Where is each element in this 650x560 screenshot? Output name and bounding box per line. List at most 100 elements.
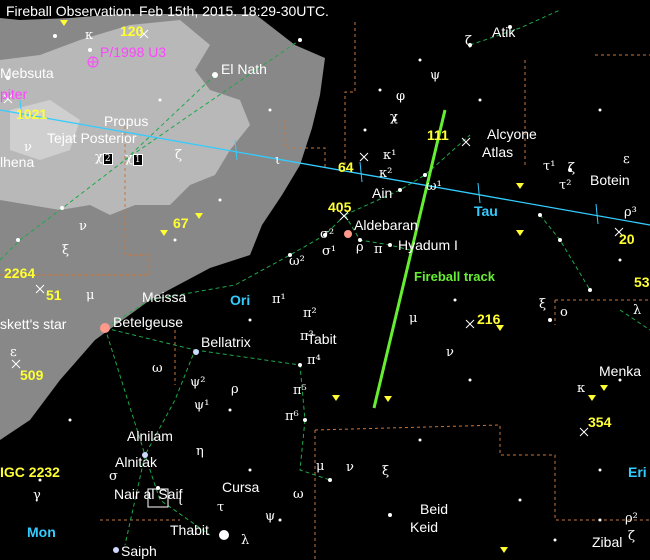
greek-tau2: τ² (559, 178, 572, 193)
object-120: 120 (120, 23, 144, 39)
star-atlas: Atlas (482, 144, 514, 160)
chart-title: Fireball Observation. Feb 15th, 2015. 18… (6, 3, 329, 19)
star-zibal: Zibal (592, 534, 623, 550)
object-ngc2232: IGC 2232 (0, 464, 60, 480)
star-nair-al-saif: Nair al Saif (114, 486, 183, 502)
greek-sigma1: σ¹ (322, 244, 337, 259)
star-hyadum-i: Hyadum I (398, 237, 458, 253)
greek-kappa-top: κ (85, 28, 94, 43)
greek-tau1: τ¹ (543, 159, 556, 174)
greek-pi2: π² (303, 306, 317, 321)
greek-kappa2: κ² (379, 166, 393, 181)
greek-nu-ori: ν (79, 219, 87, 234)
object-111: 111 (427, 127, 449, 143)
greek-xi-eri: ξ (382, 464, 390, 479)
greek-mu-ori: μ (86, 288, 95, 303)
greek-sigma2: σ² (320, 227, 335, 242)
planet-jupiter: piter (0, 86, 28, 102)
nebula-box (147, 488, 169, 508)
star-botein: Botein (590, 172, 630, 188)
greek-lambda-eri: λ (241, 533, 250, 548)
greek-rho3: ρ³ (624, 205, 637, 220)
object-20: 20 (619, 231, 635, 247)
constellation-eri: Eri (628, 464, 647, 480)
greek-phi: φ (396, 89, 406, 104)
greek-pi4: π⁴ (307, 353, 321, 368)
ecliptic-ticks (19, 99, 599, 225)
star-ain: Ain (372, 185, 393, 201)
greek-nu-tau: ν (446, 345, 454, 360)
greek-zeta-atik: ζ (465, 34, 473, 49)
greek-rho-ori: ρ (231, 382, 239, 397)
greek-rho2: ρ² (625, 511, 638, 526)
greek-nu-gem: ν (24, 140, 32, 155)
star-el-nath: El Nath (221, 61, 267, 77)
cluster-markers (60, 20, 608, 553)
greek-xi-ori: ξ (62, 243, 70, 258)
constellation-boundaries (0, 22, 650, 560)
greek-omega2: ω² (289, 254, 305, 269)
star-meissa: Meissa (142, 289, 187, 305)
constellation-tau: Tau (474, 203, 498, 219)
star-alcyone: Alcyone (487, 126, 537, 142)
star-thabit: Thabit (170, 522, 209, 538)
greek-eta: η (196, 444, 204, 459)
star-keid: Keid (410, 519, 439, 535)
object-51: 51 (46, 287, 62, 303)
greek-kappa1: κ¹ (383, 148, 397, 163)
object-216: 216 (477, 311, 501, 327)
ecliptic-line (0, 109, 650, 226)
greek-omega1: ω¹ (426, 179, 442, 194)
greek-psi2: ψ² (190, 375, 206, 390)
star-kapteyn: skett's star (0, 316, 67, 332)
greek-kappa-cet: κ (577, 381, 586, 396)
constellation-mon: Mon (27, 524, 56, 540)
star-field (6, 25, 622, 553)
star-beid: Beid (420, 501, 449, 517)
object-crosses (3, 29, 624, 437)
greek-xi-tau: ξ (539, 297, 547, 312)
star-propus: Propus (104, 113, 149, 129)
star-mebsuta: Mebsuta (0, 65, 54, 81)
star-alnilam: Alnilam (127, 428, 173, 444)
greek-zeta-tau: ζ (568, 161, 576, 176)
greek-omega-ori: ω (152, 361, 163, 376)
greek-zeta-right: ζ (628, 529, 636, 544)
object-509: 509 (20, 367, 44, 383)
greek-epsilon-left: ε (10, 345, 17, 360)
greek-pi6: π⁶ (285, 409, 299, 424)
greek-pi5: π⁵ (293, 383, 307, 398)
star-menkar: Menka (599, 363, 642, 379)
greek-sigma: σ (109, 469, 118, 484)
comet-marker (87, 56, 99, 68)
object-2264: 2264 (4, 265, 36, 281)
star-bellatrix: Bellatrix (201, 334, 251, 350)
greek-omega-eri: ω (293, 487, 304, 502)
fireball-track (372, 109, 447, 409)
star-atik: Atik (492, 24, 516, 40)
star-alnitak: Alnitak (115, 454, 158, 470)
greek-mu-eri: μ (316, 459, 325, 474)
object-53: 53 (634, 274, 650, 290)
star-saiph: Saiph (121, 543, 157, 559)
object-1021: 1021 (16, 106, 48, 122)
star-aldebaran: Aldebaran (354, 217, 418, 233)
object-405: 405 (328, 199, 352, 215)
greek-psi: ψ (430, 68, 441, 83)
star-tabit: Tabit (307, 331, 337, 347)
object-354: 354 (588, 414, 612, 430)
greek-iota-ori: ι (178, 494, 184, 509)
greek-pi-tau: π (374, 242, 383, 257)
greek-mu-tau: μ (409, 311, 418, 326)
greek-lambda-right: λ (633, 303, 642, 318)
greek-gamma: γ (33, 488, 41, 503)
greek-rho-tau: ρ (356, 240, 364, 255)
comet-label: P/1998 U3 (100, 44, 167, 60)
object-64: 64 (338, 159, 354, 175)
star-betelgeuse: Betelgeuse (113, 314, 184, 330)
greek-chi: χ (390, 110, 398, 125)
star-alhena: lhena (0, 154, 35, 170)
